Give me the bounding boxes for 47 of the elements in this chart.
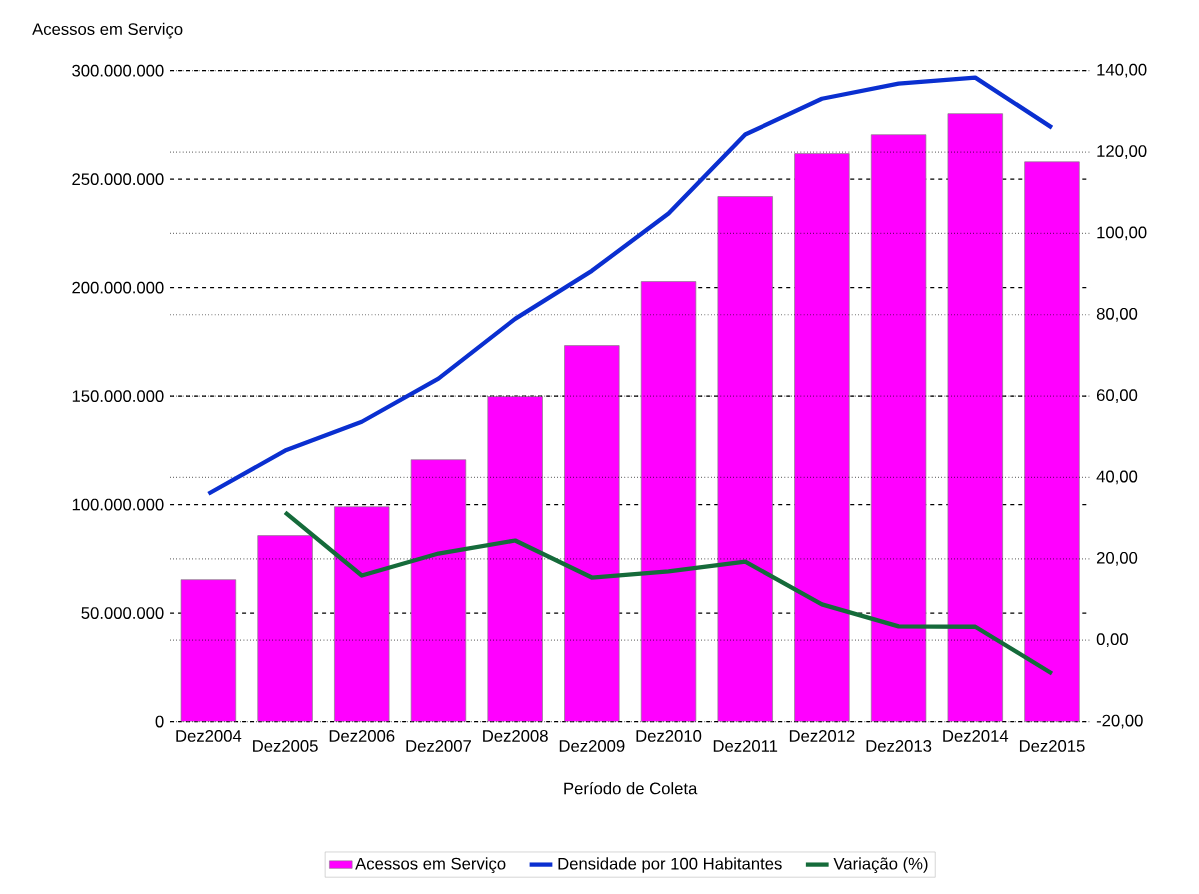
bar (871, 134, 926, 722)
bar (641, 281, 696, 722)
line-series (206, 75, 1055, 497)
x-tick-label: Dez2008 (483, 730, 548, 743)
x-tick-label: Dez2012 (789, 730, 855, 743)
y-tick-label: 200.000.000 (72, 281, 164, 294)
y-tick-label: 100.000.000 (72, 498, 164, 511)
y2-tick-label: 140,00 (1097, 64, 1147, 78)
x-tick-label: Dez2009 (559, 740, 625, 753)
x-tick-label: Dez2015 (1019, 740, 1085, 753)
y-tick-label: 300.000.000 (72, 64, 164, 77)
x-tick-label: Dez2014 (943, 730, 1009, 743)
y2-tick-label: -20,00 (1096, 714, 1143, 729)
y-tick-label: 0 (155, 715, 164, 728)
bar (334, 506, 390, 722)
bar (411, 459, 466, 722)
bar (487, 396, 543, 722)
x-tick-label: Dez2006 (329, 730, 395, 743)
legend-label: Densidade por 100 Habitantes (558, 857, 782, 874)
line-series (282, 510, 1055, 676)
y2-tick-label: 100,00 (1097, 226, 1147, 241)
x-axis-title: Período de Coleta (564, 782, 698, 795)
y2-tick-label: 20,00 (1096, 552, 1138, 566)
legend-label: Acessos em Serviço (355, 857, 506, 874)
x-tick-label: Dez2007 (406, 740, 471, 753)
x-tick-label: Dez2011 (713, 740, 778, 753)
y-tick-label: 250.000.000 (72, 173, 164, 186)
bar (947, 113, 1003, 722)
x-tick-label: Dez2010 (636, 730, 702, 743)
bar (794, 153, 850, 722)
x-tick-label: Dez2013 (866, 740, 932, 753)
y-tick-label: 50.000.000 (81, 607, 164, 620)
y2-tick-label: 40,00 (1096, 470, 1138, 485)
y-tick-label: 150.000.000 (72, 390, 164, 403)
y2-tick-label: 60,00 (1096, 389, 1138, 404)
legend-label: Variação (%) (833, 857, 928, 874)
x-tick-label: Dez2005 (253, 740, 318, 753)
bar (181, 579, 236, 722)
y2-tick-label: 120,00 (1097, 145, 1147, 160)
x-tick-label: Dez2004 (176, 730, 242, 743)
y2-tick-label: 0,00 (1096, 633, 1128, 648)
y-axis-title: Acessos em Serviço (32, 22, 183, 39)
bar (1024, 161, 1080, 722)
bar (257, 535, 313, 722)
bar (717, 196, 773, 722)
bar (564, 345, 620, 722)
y2-tick-label: 80,00 (1096, 308, 1138, 322)
